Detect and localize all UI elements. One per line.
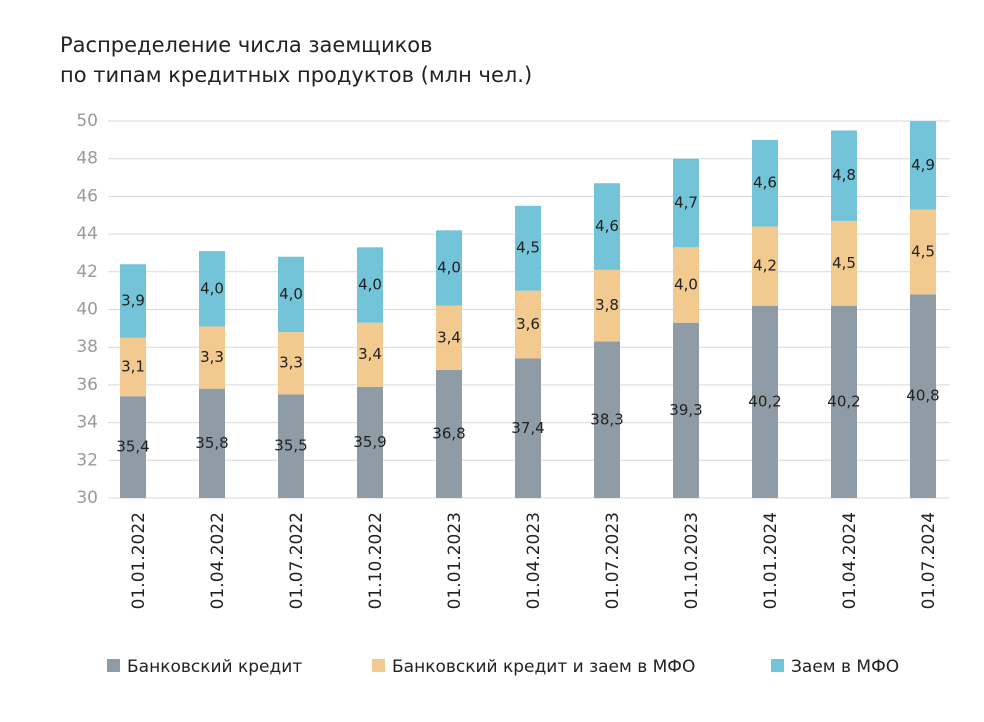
bar-segment [357, 322, 383, 387]
value-label: 4,0 [437, 259, 461, 277]
bar-segment [357, 386, 383, 498]
value-label: 35,9 [353, 433, 386, 451]
bar-segment [673, 247, 699, 323]
value-label: 38,3 [590, 410, 623, 428]
bar-segment [910, 294, 936, 498]
legend-label: Банковский кредит [127, 657, 302, 677]
bar-segment [436, 369, 462, 498]
value-label: 4,6 [595, 217, 619, 235]
bar-segment [278, 332, 304, 395]
value-label: 35,8 [195, 434, 228, 452]
x-tick-label: 01.10.2022 [366, 512, 386, 609]
value-label: 35,4 [116, 438, 149, 456]
x-tick-label: 01.04.2024 [840, 512, 860, 609]
bar-segment [831, 305, 857, 498]
value-label: 4,7 [674, 193, 698, 211]
value-label: 4,5 [911, 243, 935, 261]
value-label: 3,3 [200, 348, 224, 366]
value-label: 3,8 [595, 296, 619, 314]
bar-segment [120, 337, 146, 397]
value-label: 3,4 [358, 345, 382, 363]
value-label: 39,3 [669, 401, 702, 419]
value-label: 4,9 [911, 156, 935, 174]
y-tick-label: 50 [76, 111, 98, 131]
bar-segment [594, 269, 620, 342]
x-tick-label: 01.04.2022 [208, 512, 228, 609]
bar-segment [752, 226, 778, 306]
bar-segment [910, 121, 936, 210]
bar-segment [673, 158, 699, 248]
bar-segment [515, 205, 541, 291]
value-label: 4,0 [279, 285, 303, 303]
bar-segment [120, 396, 146, 498]
value-label: 4,5 [832, 254, 856, 272]
bar-segment [910, 209, 936, 295]
bar-segment [594, 183, 620, 270]
y-tick-label: 44 [76, 224, 98, 244]
value-label: 3,1 [121, 357, 145, 375]
value-label: 40,2 [748, 392, 781, 410]
bar-segment [752, 305, 778, 498]
bar-segment [515, 358, 541, 498]
y-tick-label: 46 [76, 186, 98, 206]
x-tick-label: 01.01.2022 [129, 512, 149, 609]
legend-swatch [372, 659, 385, 672]
legend-swatch [107, 659, 120, 672]
value-label: 4,8 [832, 166, 856, 184]
value-label: 3,9 [121, 292, 145, 310]
y-tick-label: 40 [76, 300, 98, 320]
bar-segment [673, 322, 699, 498]
value-label: 4,0 [674, 275, 698, 293]
bar-segment [199, 388, 225, 498]
x-tick-label: 01.01.2023 [445, 512, 465, 609]
bar-segment [594, 341, 620, 498]
value-label: 4,2 [753, 257, 777, 275]
bar-segment [199, 326, 225, 389]
bar-segment [278, 256, 304, 333]
value-label: 35,5 [274, 437, 307, 455]
value-label: 40,2 [827, 392, 860, 410]
y-tick-label: 36 [76, 375, 98, 395]
x-tick-label: 01.07.2023 [603, 512, 623, 609]
x-tick-label: 01.07.2024 [919, 512, 939, 609]
bar-segment [278, 394, 304, 498]
y-tick-label: 34 [76, 413, 98, 433]
value-label: 37,4 [511, 419, 544, 437]
value-label: 4,6 [753, 174, 777, 192]
x-tick-label: 01.01.2024 [761, 512, 781, 609]
bar-segment [831, 220, 857, 306]
legend-label: Банковский кредит и заем в МФО [392, 657, 695, 677]
y-tick-label: 42 [76, 262, 98, 282]
value-label: 3,3 [279, 354, 303, 372]
bar-segment [831, 130, 857, 221]
bar-segment [436, 230, 462, 306]
bar-segment [515, 290, 541, 359]
legend-label: Заем в МФО [791, 657, 899, 677]
value-label: 3,6 [516, 315, 540, 333]
value-label: 4,0 [358, 275, 382, 293]
value-label: 4,0 [200, 279, 224, 297]
chart-title: Распределение числа заемщиков по типам кр… [60, 33, 532, 87]
x-tick-label: 01.10.2023 [682, 512, 702, 609]
y-tick-label: 32 [76, 450, 98, 470]
legend-swatch [771, 659, 784, 672]
y-tick-label: 38 [76, 337, 98, 357]
value-label: 40,8 [906, 387, 939, 405]
value-label: 36,8 [432, 424, 465, 442]
value-label: 3,4 [437, 328, 461, 346]
value-label: 4,5 [516, 239, 540, 257]
x-tick-label: 01.07.2022 [287, 512, 307, 609]
bar-segment [199, 251, 225, 327]
x-tick-label: 01.04.2023 [524, 512, 544, 609]
bar-segment [752, 139, 778, 227]
y-tick-label: 48 [76, 149, 98, 169]
bar-segment [436, 305, 462, 370]
bar-segment [120, 264, 146, 338]
bar-segment [357, 247, 383, 323]
y-tick-label: 30 [76, 488, 98, 508]
